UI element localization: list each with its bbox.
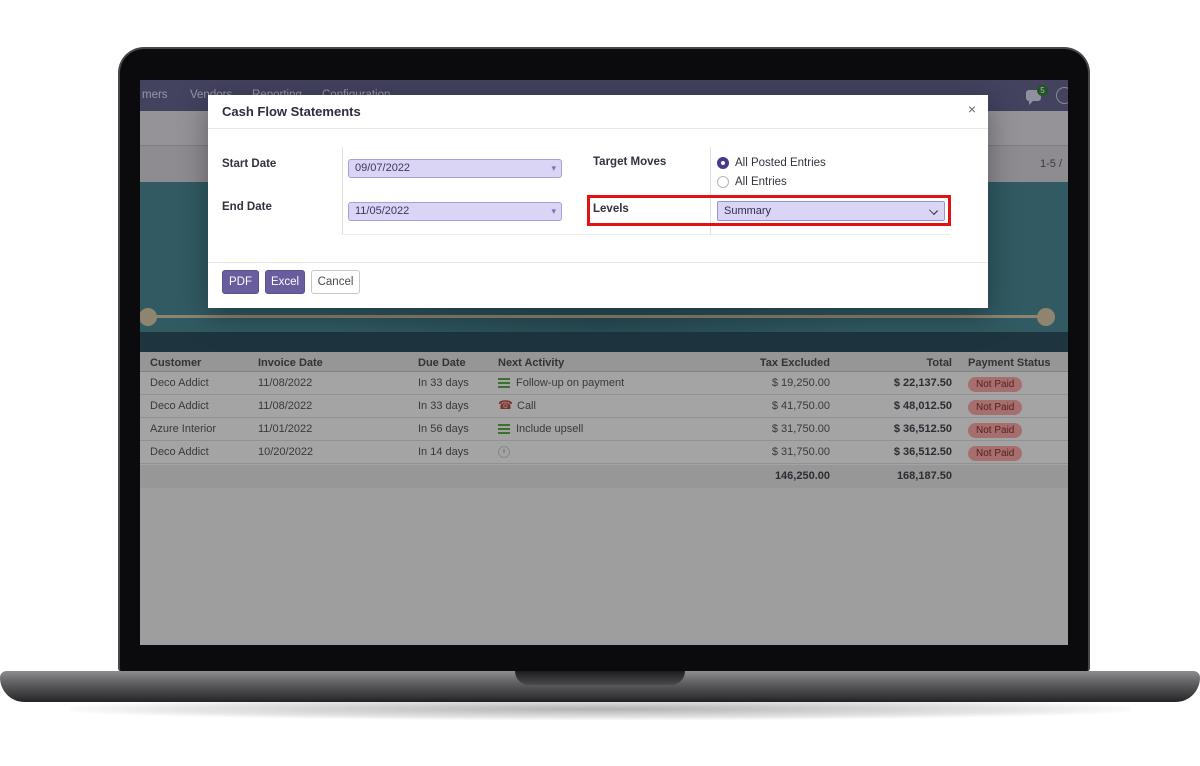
invoice-table: Customer Invoice Date Due Date Next Acti… — [140, 352, 1068, 645]
cell-tax-excluded: $ 31,750.00 — [771, 446, 830, 458]
col-invoice-date[interactable]: Invoice Date — [258, 357, 323, 369]
cell-invoice-date: 11/01/2022 — [258, 423, 313, 435]
table-header-row: Customer Invoice Date Due Date Next Acti… — [140, 352, 1068, 372]
chat-icon — [1026, 90, 1041, 105]
cell-total: $ 22,137.50 — [893, 377, 952, 389]
table-row[interactable]: Azure Interior 11/01/2022 In 56 days Inc… — [140, 418, 1068, 441]
cancel-button[interactable]: Cancel — [311, 270, 360, 294]
cell-next-activity[interactable] — [498, 446, 516, 458]
pager[interactable]: 1-5 / — [1039, 158, 1062, 170]
levels-select[interactable]: Summary — [717, 201, 945, 221]
chevron-down-icon: ▾ — [551, 163, 556, 173]
cell-next-activity[interactable]: Follow-up on payment — [498, 377, 624, 389]
col-payment-status[interactable]: Payment Status — [968, 357, 1051, 369]
cell-next-activity[interactable]: Include upsell — [498, 423, 583, 435]
laptop-shadow — [70, 698, 1130, 720]
excel-button[interactable]: Excel — [265, 270, 305, 294]
onboarding-timeline — [148, 315, 1046, 318]
table-row[interactable]: Deco Addict 10/20/2022 In 14 days $ 31,7… — [140, 441, 1068, 464]
col-customer[interactable]: Customer — [150, 357, 202, 369]
clock-icon[interactable] — [1056, 87, 1068, 104]
cell-tax-excluded: $ 31,750.00 — [771, 423, 830, 435]
laptop-frame: mers Vendors Reporting Configuration 5 1… — [118, 47, 1090, 672]
col-next-activity[interactable]: Next Activity — [498, 357, 565, 369]
right-column-divider — [710, 147, 711, 235]
chat-badge: 5 — [1037, 85, 1048, 96]
cell-total: $ 48,012.50 — [893, 400, 952, 412]
cell-customer: Deco Addict — [150, 400, 209, 412]
end-date-input[interactable]: 11/05/2022 ▾ — [348, 202, 562, 221]
banner-bottom-strip — [140, 332, 1068, 352]
levels-selected-value: Summary — [724, 205, 772, 217]
activity-label: Call — [517, 400, 536, 412]
laptop-base-notch — [515, 671, 685, 685]
cell-tax-excluded: $ 41,750.00 — [771, 400, 830, 412]
chevron-down-icon: ▾ — [551, 206, 556, 216]
cell-invoice-date: 11/08/2022 — [258, 400, 313, 412]
payment-status-badge: Not Paid — [968, 446, 1023, 461]
phone-icon — [498, 400, 513, 412]
fields-bottom-divider — [342, 234, 950, 235]
cell-tax-excluded: $ 19,250.00 — [771, 377, 830, 389]
cell-total: $ 36,512.50 — [893, 423, 952, 435]
cell-customer: Deco Addict — [150, 377, 209, 389]
footer-divider — [208, 262, 988, 263]
cell-payment-status: Not Paid — [968, 400, 1023, 415]
cell-due-date: In 14 days — [418, 446, 469, 458]
cash-flow-statements-dialog: Cash Flow Statements × Start Date End Da… — [208, 95, 988, 308]
timeline-dot-left — [140, 308, 157, 326]
laptop-base — [0, 671, 1200, 702]
activity-label: Follow-up on payment — [516, 377, 625, 389]
close-icon[interactable]: × — [967, 101, 976, 117]
col-due-date[interactable]: Due Date — [418, 357, 466, 369]
cell-invoice-date: 10/20/2022 — [258, 446, 314, 458]
payment-status-badge: Not Paid — [968, 400, 1023, 415]
radio-all-posted-entries[interactable] — [717, 157, 729, 169]
tasks-icon — [498, 423, 510, 435]
cell-payment-status: Not Paid — [968, 446, 1023, 461]
totals-row: 146,250.00 168,187.50 — [140, 465, 1068, 488]
start-date-label: Start Date — [222, 158, 277, 170]
radio-all-entries-label: All Entries — [735, 176, 787, 188]
chat-button[interactable]: 5 — [1026, 85, 1056, 107]
cell-payment-status: Not Paid — [968, 423, 1023, 438]
cell-next-activity[interactable]: Call — [498, 400, 536, 413]
pdf-button[interactable]: PDF — [222, 270, 259, 294]
levels-label: Levels — [593, 203, 629, 215]
timeline-dot-right — [1037, 308, 1055, 326]
start-date-input[interactable]: 09/07/2022 ▾ — [348, 159, 562, 178]
end-date-label: End Date — [222, 201, 272, 213]
cell-payment-status: Not Paid — [968, 377, 1023, 392]
col-total[interactable]: Total — [926, 357, 952, 369]
cell-due-date: In 33 days — [418, 400, 469, 412]
clock-icon — [498, 446, 510, 458]
tasks-icon — [498, 377, 510, 389]
cell-total: $ 36,512.50 — [893, 446, 952, 458]
radio-all-entries[interactable] — [717, 176, 729, 188]
chevron-down-icon — [929, 206, 938, 215]
cell-invoice-date: 11/08/2022 — [258, 377, 313, 389]
radio-all-posted-entries-label: All Posted Entries — [735, 157, 826, 169]
left-column-divider — [342, 147, 343, 235]
cell-customer: Azure Interior — [150, 423, 217, 435]
cell-due-date: In 56 days — [418, 423, 469, 435]
cell-due-date: In 33 days — [418, 377, 469, 389]
col-tax-excluded[interactable]: Tax Excluded — [759, 357, 830, 369]
table-row[interactable]: Deco Addict 11/08/2022 In 33 days Call $… — [140, 395, 1068, 418]
activity-label: Include upsell — [516, 423, 584, 435]
target-moves-label: Target Moves — [593, 156, 667, 168]
payment-status-badge: Not Paid — [968, 377, 1023, 392]
payment-status-badge: Not Paid — [968, 423, 1023, 438]
totals-total: 168,187.50 — [896, 470, 952, 482]
screen: mers Vendors Reporting Configuration 5 1… — [140, 80, 1068, 645]
nav-item-customers[interactable]: mers — [142, 89, 168, 101]
end-date-value: 11/05/2022 — [355, 205, 410, 217]
cell-customer: Deco Addict — [150, 446, 209, 458]
dialog-title: Cash Flow Statements — [222, 104, 361, 119]
table-row[interactable]: Deco Addict 11/08/2022 In 33 days Follow… — [140, 372, 1068, 395]
totals-tax-excluded: 146,250.00 — [774, 470, 830, 482]
header-divider — [208, 128, 988, 129]
start-date-value: 09/07/2022 — [355, 162, 411, 174]
